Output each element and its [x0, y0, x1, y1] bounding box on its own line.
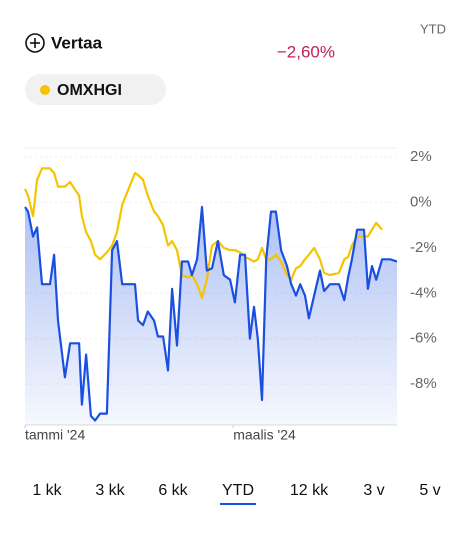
period-button[interactable]: 1 kk: [32, 482, 62, 499]
period-label: 3 v: [363, 482, 384, 499]
y-tick-label: 2%: [410, 148, 432, 165]
chip-dot: [40, 85, 50, 95]
period-label: 5 v: [419, 482, 440, 499]
period-label: 12 kk: [290, 482, 329, 499]
series-line: [24, 205, 398, 422]
period-label: 1 kk: [32, 482, 62, 499]
compare-label: Vertaa: [51, 33, 103, 52]
period-button[interactable]: 3 kk: [95, 482, 125, 499]
change-value: −2,60%: [277, 42, 335, 61]
period-button[interactable]: 5 v: [419, 482, 440, 499]
y-tick-label: -2%: [410, 239, 437, 256]
period-button[interactable]: 3 v: [363, 482, 384, 499]
chip-label: OMXHGI: [57, 82, 122, 99]
period-button[interactable]: 12 kk: [290, 482, 329, 499]
y-tick-label: -8%: [410, 375, 437, 392]
period-button[interactable]: YTD: [220, 482, 256, 505]
period-label: 6 kk: [158, 482, 188, 499]
y-tick-label: -6%: [410, 330, 437, 347]
compare-button[interactable]: Vertaa: [25, 33, 103, 53]
period-label: 3 kk: [95, 482, 125, 499]
x-tick-label: tammi '24: [25, 427, 85, 443]
chip-background: [25, 74, 166, 105]
plot: 2% 0% -2% -4% -6% -8% tammi '24 maalis '24: [23, 147, 437, 443]
series-line: [23, 167, 383, 299]
period-label: YTD: [420, 21, 446, 36]
period-button[interactable]: 6 kk: [158, 482, 188, 499]
plus-icon: [25, 33, 45, 53]
period-selector: 1 kk 3 kk 6 kk YTD 12 kk 3 v 5 v: [32, 482, 441, 505]
area-fill: [25, 207, 397, 425]
legend-chip[interactable]: OMXHGI: [25, 74, 166, 105]
x-tick-label: maalis '24: [233, 427, 296, 443]
y-tick-label: -4%: [410, 284, 437, 301]
period-label: YTD: [222, 482, 254, 499]
y-tick-label: 0%: [410, 193, 432, 210]
